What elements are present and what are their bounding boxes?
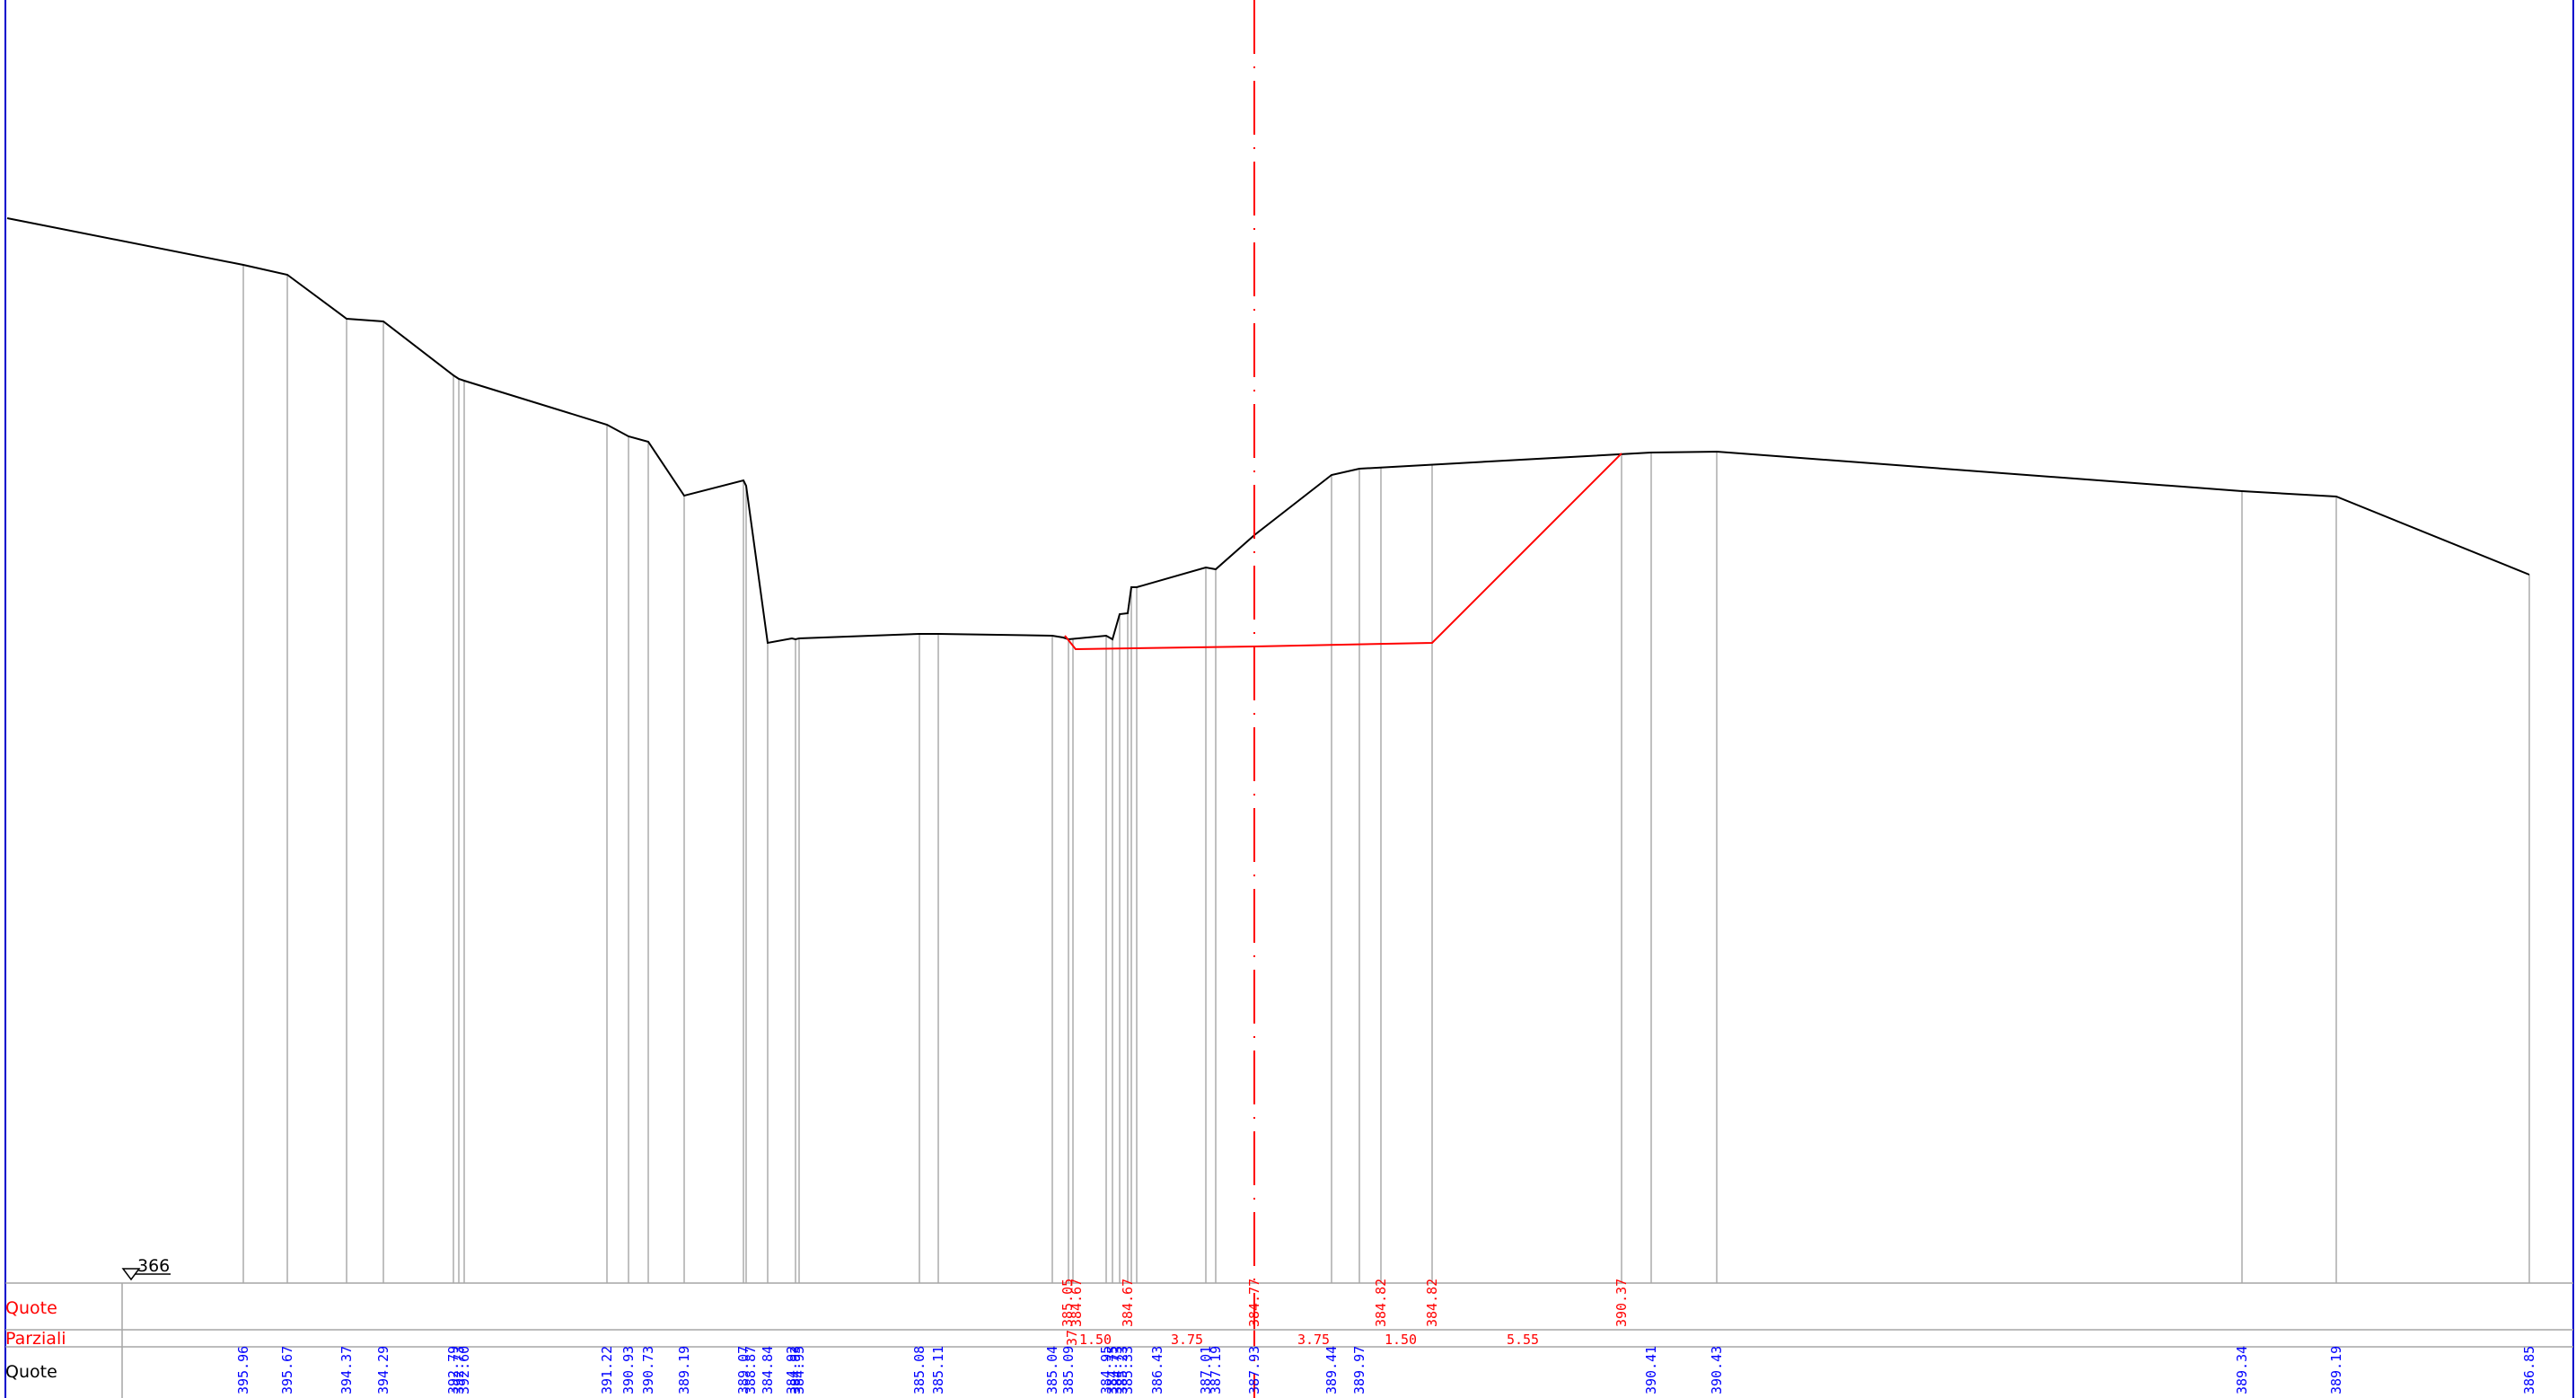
partial-distance-fragment: 37 bbox=[1064, 1330, 1080, 1346]
row-label-parziali: Parziali bbox=[5, 1329, 66, 1349]
datum-marker: 366 bbox=[121, 1256, 171, 1281]
project-elevation-tick: 384.67 bbox=[1068, 1279, 1085, 1327]
terrain-elevation-tick: 385.23 bbox=[1114, 1346, 1130, 1394]
terrain-line bbox=[6, 217, 2530, 645]
terrain-elevation-tick: 387.93 bbox=[1246, 1346, 1262, 1394]
terrain-elevation-tick: 386.43 bbox=[1149, 1346, 1165, 1394]
project-elevation-tick: 384.77 bbox=[1246, 1279, 1262, 1327]
partial-distance: 3.75 bbox=[1297, 1332, 1330, 1348]
terrain-elevation-tick: 384.95 bbox=[791, 1346, 807, 1394]
terrain-elevation-tick: 385.11 bbox=[930, 1346, 946, 1394]
terrain-elevation-labels: 395.96 395.67 394.37 394.29 392.79392.73392.… bbox=[235, 1346, 2537, 1394]
terrain-elevation-tick: 389.34 bbox=[2234, 1346, 2250, 1394]
row-labels: Quote Parziali Quote bbox=[5, 1298, 66, 1382]
project-profile bbox=[1064, 453, 1622, 651]
partial-distance: 1.50 bbox=[1385, 1332, 1417, 1348]
terrain-elevation-tick: 392.73 bbox=[451, 1346, 467, 1394]
terrain-elevation-tick: 387.19 bbox=[1208, 1346, 1224, 1394]
terrain-elevation-tick: 386.85 bbox=[2521, 1346, 2537, 1394]
terrain-elevation-tick: 389.97 bbox=[1351, 1346, 1367, 1394]
terrain-elevation-tick: 392.60 bbox=[456, 1346, 472, 1394]
project-elevation-tick: 384.82 bbox=[1424, 1279, 1440, 1327]
terrain-elevation-tick: 384.75 bbox=[1104, 1346, 1121, 1394]
row-label-quote-project: Quote bbox=[5, 1298, 57, 1318]
terrain-elevation-tick: 390.73 bbox=[640, 1346, 656, 1394]
terrain-elevation-tick: 385.09 bbox=[1060, 1346, 1077, 1394]
partial-distance: 5.55 bbox=[1507, 1332, 1539, 1348]
terrain-elevation-tick: 384.92 bbox=[784, 1346, 800, 1394]
terrain-elevation-tick: 392.79 bbox=[445, 1346, 462, 1394]
project-elevation-tick: 384.67 bbox=[1120, 1279, 1136, 1327]
project-elevation-tick: 384.82 bbox=[1373, 1279, 1389, 1327]
project-elevation-tick: 385.05 bbox=[1059, 1279, 1076, 1327]
terrain-elevation-tick: 394.29 bbox=[375, 1346, 391, 1394]
terrain-elevation-tick: 390.41 bbox=[1643, 1346, 1659, 1394]
datum-label: 366 bbox=[137, 1256, 170, 1276]
terrain-elevation-tick: 389.19 bbox=[2328, 1346, 2344, 1394]
terrain-elevation-tick: 385.33 bbox=[1120, 1346, 1136, 1394]
terrain-elevation-tick: 385.08 bbox=[911, 1346, 928, 1394]
drawing-frame bbox=[4, 0, 2574, 1398]
terrain-elevation-tick: 389.19 bbox=[676, 1346, 692, 1394]
terrain-elevation-tick: 389.44 bbox=[1323, 1346, 1340, 1394]
project-line bbox=[1064, 453, 1622, 651]
terrain-elevation-tick: 394.37 bbox=[338, 1346, 355, 1394]
terrain-elevation-tick: 384.73 bbox=[1109, 1346, 1125, 1394]
terrain-profile bbox=[6, 217, 2530, 645]
terrain-elevation-tick: 390.43 bbox=[1709, 1346, 1725, 1394]
row-label-quote-terrain: Quote bbox=[5, 1362, 57, 1382]
terrain-elevation-tick: 391.22 bbox=[599, 1346, 615, 1394]
terrain-elevation-tick: 390.93 bbox=[620, 1346, 637, 1394]
terrain-elevation-tick: 388.87 bbox=[743, 1346, 759, 1394]
terrain-elevation-tick: 395.67 bbox=[279, 1346, 295, 1394]
station-lines bbox=[242, 265, 2530, 1283]
terrain-elevation-tick: 384.84 bbox=[760, 1346, 776, 1394]
table-grid bbox=[5, 1282, 2573, 1398]
terrain-elevation-tick: 385.04 bbox=[1044, 1346, 1060, 1394]
terrain-elevation-tick: 384.95 bbox=[1098, 1346, 1114, 1394]
terrain-elevation-tick: 389.07 bbox=[735, 1346, 752, 1394]
terrain-elevation-tick: 395.96 bbox=[235, 1346, 251, 1394]
project-elevation-tick: 390.37 bbox=[1613, 1279, 1630, 1327]
partial-distance: 3.75 bbox=[1171, 1332, 1203, 1348]
partial-distance: 1.50 bbox=[1079, 1332, 1112, 1348]
terrain-elevation-tick: 387.01 bbox=[1198, 1346, 1214, 1394]
partial-distance-labels: 1.50 3.75 3.75 1.50 5.55 37 bbox=[1064, 1330, 1539, 1348]
terrain-elevation-tick: 384.93 bbox=[787, 1346, 804, 1394]
